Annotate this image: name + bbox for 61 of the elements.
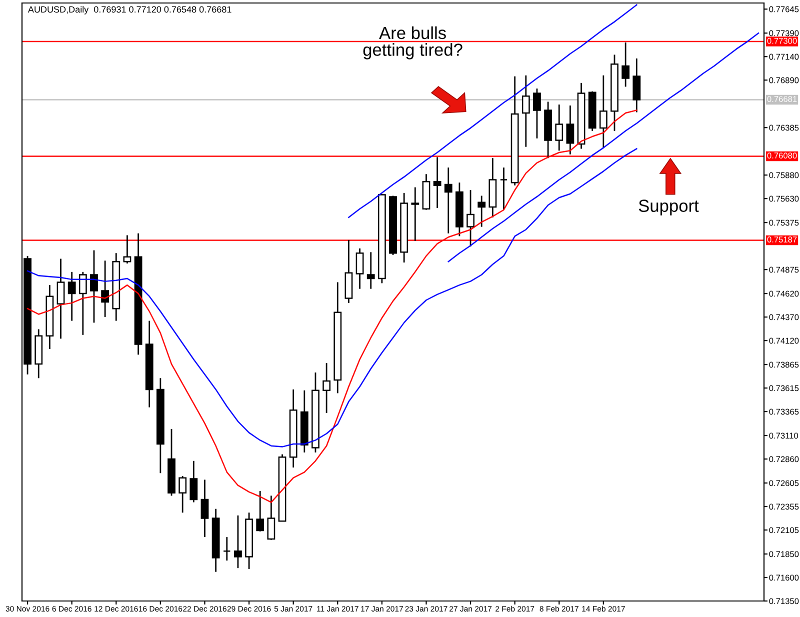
y-tick-label: 0.76385 <box>769 124 799 131</box>
y-tick-label: 0.75375 <box>769 220 799 226</box>
y-tick-label: 0.74370 <box>769 314 799 320</box>
candlestick <box>190 460 198 503</box>
candlestick <box>478 195 486 228</box>
candlestick <box>90 250 98 324</box>
candlestick <box>632 58 641 113</box>
y-tick-label: 0.77390 <box>769 30 799 36</box>
candlestick <box>444 166 452 234</box>
y-tick-label: 0.77140 <box>769 54 799 60</box>
candlestick <box>622 42 630 88</box>
candlestick <box>566 104 574 156</box>
candlestick <box>322 362 330 414</box>
candlestick <box>356 248 364 290</box>
annotation: Are bulls getting tired? <box>363 26 462 60</box>
line-series <box>348 4 638 218</box>
annotation: Support <box>638 200 699 216</box>
candlestick <box>68 271 76 322</box>
y-tick-label: 0.76890 <box>769 77 799 84</box>
ref-line-label: 0.76681 <box>767 96 797 102</box>
candlestick <box>267 494 276 541</box>
y-tick-label: 0.73365 <box>769 408 799 415</box>
candlestick <box>433 156 442 209</box>
candlestick <box>500 166 508 211</box>
candlestick <box>234 514 242 569</box>
y-tick-label: 0.74875 <box>769 266 799 273</box>
candlestick <box>533 88 541 140</box>
y-tick-label: 0.73615 <box>769 385 799 392</box>
y-tick-label: 0.72860 <box>769 456 799 462</box>
candlestick <box>78 271 87 336</box>
y-tick-label: 0.77645 <box>769 6 799 12</box>
candlestick <box>101 260 110 318</box>
y-tick-label: 0.72605 <box>769 480 799 486</box>
candlestick <box>599 74 608 148</box>
candlestick <box>56 258 65 340</box>
line-series <box>26 148 638 448</box>
y-tick-label: 0.72105 <box>769 527 799 534</box>
candlestick <box>366 251 375 290</box>
candlestick <box>522 74 530 148</box>
y-tick-label: 0.73110 <box>769 432 798 439</box>
candlestick <box>178 475 187 514</box>
candlestick <box>466 189 474 248</box>
ref-line-label: 0.77300 <box>767 38 797 44</box>
y-tick-label: 0.71350 <box>769 598 799 604</box>
y-tick-label: 0.72355 <box>769 504 799 510</box>
y-tick-label: 0.74120 <box>769 338 799 344</box>
candlestick <box>123 234 132 264</box>
y-tick-label: 0.73865 <box>769 362 799 368</box>
candlestick <box>256 490 264 532</box>
y-tick-label: 0.74620 <box>769 290 799 297</box>
chart-title: AUDUSD,Daily 0.76931 0.77120 0.76548 0.76681 <box>28 6 232 14</box>
ref-line-label: 0.75187 <box>767 236 797 242</box>
y-tick-label: 0.71850 <box>769 551 799 558</box>
candlestick <box>555 104 564 152</box>
y-tick-label: 0.75630 <box>769 196 799 202</box>
candlestick <box>222 536 231 562</box>
y-tick-label: 0.71600 <box>769 574 799 581</box>
candlestick <box>411 186 420 242</box>
candlestick <box>200 479 209 538</box>
y-tick-label: 0.75880 <box>769 172 799 178</box>
ref-line-label: 0.76080 <box>767 152 797 158</box>
